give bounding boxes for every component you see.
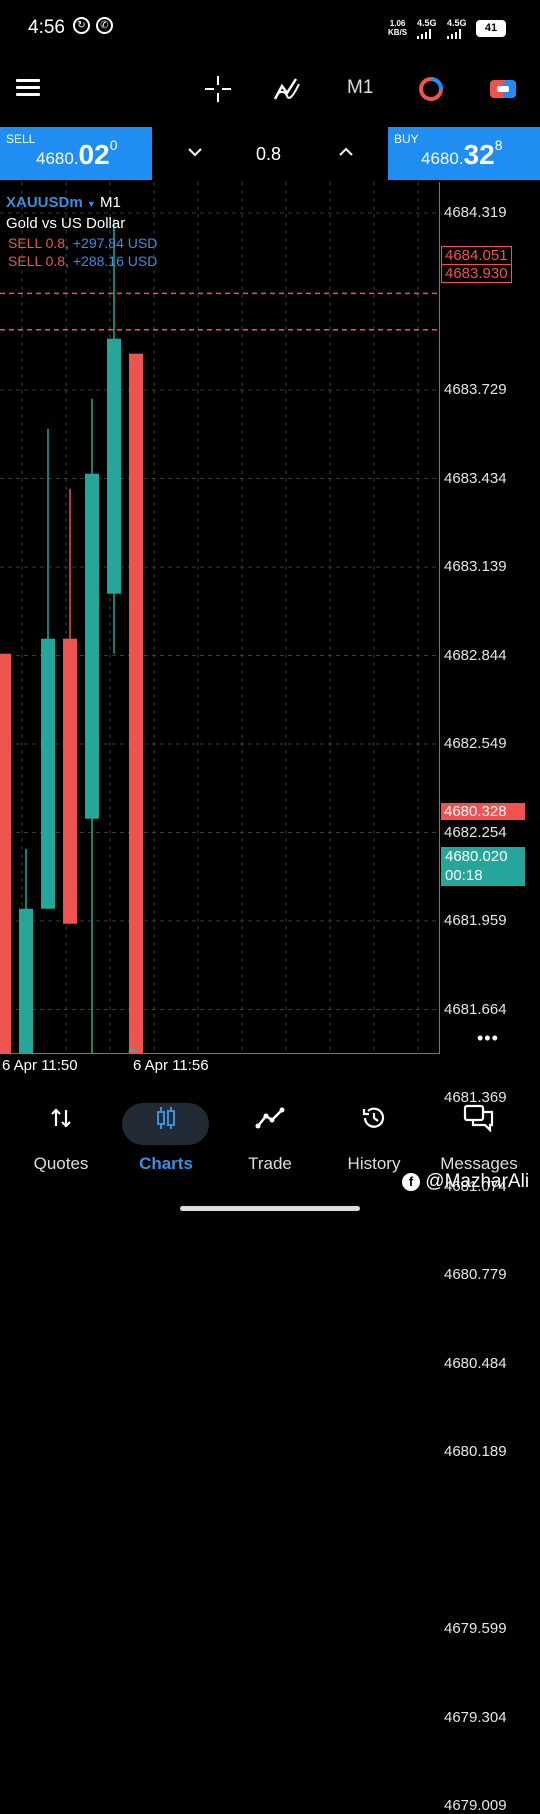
charts-icon bbox=[112, 1098, 220, 1138]
buy-label: BUY bbox=[394, 132, 419, 146]
bid-price: 4680.020 bbox=[445, 848, 508, 865]
time-scroll-marker-icon bbox=[128, 1046, 138, 1052]
history-icon bbox=[320, 1098, 428, 1138]
bar-countdown: 00:18 bbox=[445, 867, 483, 884]
candle-body bbox=[85, 473, 99, 819]
chart-timeframe: M1 bbox=[99, 194, 121, 211]
candle-body bbox=[107, 338, 121, 594]
active-tab-highlight bbox=[122, 1103, 209, 1145]
buy-button[interactable]: BUY 4680.328 bbox=[388, 127, 540, 180]
price-label: 4680.779 bbox=[444, 1266, 507, 1283]
lot-selector: 0.8 bbox=[152, 127, 388, 180]
price-label: 4681.664 bbox=[444, 1000, 507, 1018]
sell-label: SELL bbox=[6, 132, 36, 146]
candle-body bbox=[41, 638, 55, 909]
lot-value[interactable]: 0.8 bbox=[256, 144, 282, 164]
nav-history[interactable]: History bbox=[320, 1098, 428, 1174]
price-label: 4681.074 bbox=[444, 1177, 507, 1195]
price-label: 4683.434 bbox=[444, 469, 507, 487]
position-2-price-tag: 4683.930 bbox=[441, 264, 512, 283]
price-label: 4679.599 bbox=[444, 1620, 507, 1637]
sim2-signal-icon: 4.5G bbox=[447, 18, 467, 39]
candle-body bbox=[129, 353, 143, 1054]
trade-nav-icon bbox=[216, 1098, 324, 1138]
time-label: 6 Apr 11:56 bbox=[133, 1057, 209, 1074]
status-bar: 4:56 ↻ ✆ 1.06 KB/S 4.5G 4.5G 41 bbox=[0, 0, 540, 58]
candle-body bbox=[19, 908, 33, 1054]
symbol-description: Gold vs US Dollar bbox=[6, 215, 126, 232]
sync-icon: ↻ bbox=[73, 17, 90, 34]
increase-lot-icon[interactable] bbox=[338, 145, 354, 163]
nav-messages[interactable]: Messages bbox=[425, 1098, 533, 1174]
price-label: 4680.189 bbox=[444, 1443, 507, 1460]
nav-trade[interactable]: Trade bbox=[216, 1098, 324, 1174]
trade-icon[interactable] bbox=[488, 77, 518, 101]
battery-icon: 41 bbox=[476, 20, 506, 37]
sim1-signal-icon: 4.5G bbox=[417, 18, 437, 39]
menu-icon[interactable] bbox=[16, 79, 40, 97]
price-label: 4682.844 bbox=[444, 646, 507, 664]
price-label: 4681.959 bbox=[444, 912, 507, 929]
speed-value: 1.06 bbox=[389, 19, 406, 28]
price-label: 4679.009 bbox=[444, 1797, 507, 1814]
network-speed: 1.06 KB/S bbox=[388, 19, 407, 37]
crosshair-icon[interactable] bbox=[204, 75, 232, 103]
speed-unit: KB/S bbox=[388, 28, 408, 37]
facebook-icon: f bbox=[402, 1172, 420, 1191]
candle-body bbox=[63, 638, 77, 924]
price-label: 4679.304 bbox=[444, 1708, 507, 1726]
timeframe-button[interactable]: M1 bbox=[347, 77, 374, 98]
position-1-label[interactable]: SELL 0.8, +297.84 USD bbox=[8, 235, 158, 251]
indicator-icon[interactable] bbox=[272, 74, 302, 104]
quotes-icon bbox=[7, 1098, 115, 1138]
price-chart[interactable] bbox=[0, 182, 440, 1054]
decrease-lot-icon[interactable] bbox=[187, 145, 203, 163]
nav-charts[interactable]: Charts bbox=[112, 1098, 220, 1174]
price-label: 4684.319 bbox=[444, 204, 507, 221]
buy-price: 4680.328 bbox=[421, 137, 503, 170]
messages-icon bbox=[425, 1098, 533, 1138]
bid-price-tag: 4680.020 00:18 bbox=[441, 847, 525, 886]
position-2-label[interactable]: SELL 0.8, +288.16 USD bbox=[8, 253, 158, 269]
price-label: 4681.369 bbox=[444, 1089, 507, 1106]
price-label: 4683.729 bbox=[444, 381, 507, 398]
time-label: 6 Apr 11:50 bbox=[2, 1057, 78, 1074]
sim2-label: 4.5G bbox=[447, 18, 467, 28]
watermark: f @MazharAli bbox=[402, 1171, 529, 1193]
position-1-price-tag: 4684.051 bbox=[441, 246, 512, 265]
status-time: 4:56 bbox=[28, 17, 65, 38]
chart-symbol: XAUUSDm ▼ M1 bbox=[6, 194, 121, 211]
price-label: 4680.484 bbox=[444, 1354, 507, 1372]
more-options-icon[interactable]: ••• bbox=[477, 1028, 499, 1048]
price-label: 4683.139 bbox=[444, 558, 507, 575]
home-indicator[interactable] bbox=[180, 1206, 360, 1211]
nav-quotes[interactable]: Quotes bbox=[7, 1098, 115, 1174]
price-label: 4682.549 bbox=[444, 735, 507, 752]
objects-icon[interactable] bbox=[418, 76, 444, 102]
sim1-label: 4.5G bbox=[417, 18, 437, 28]
ask-price-tag: 4680.328 bbox=[441, 803, 525, 820]
symbol-name: XAUUSDm bbox=[6, 194, 83, 211]
whatsapp-icon: ✆ bbox=[96, 17, 113, 34]
sell-price: 4680.020 bbox=[36, 137, 118, 170]
sell-button[interactable]: SELL 4680.020 bbox=[0, 127, 152, 180]
candle-body bbox=[0, 653, 11, 1054]
price-label: 4682.254 bbox=[444, 823, 507, 841]
